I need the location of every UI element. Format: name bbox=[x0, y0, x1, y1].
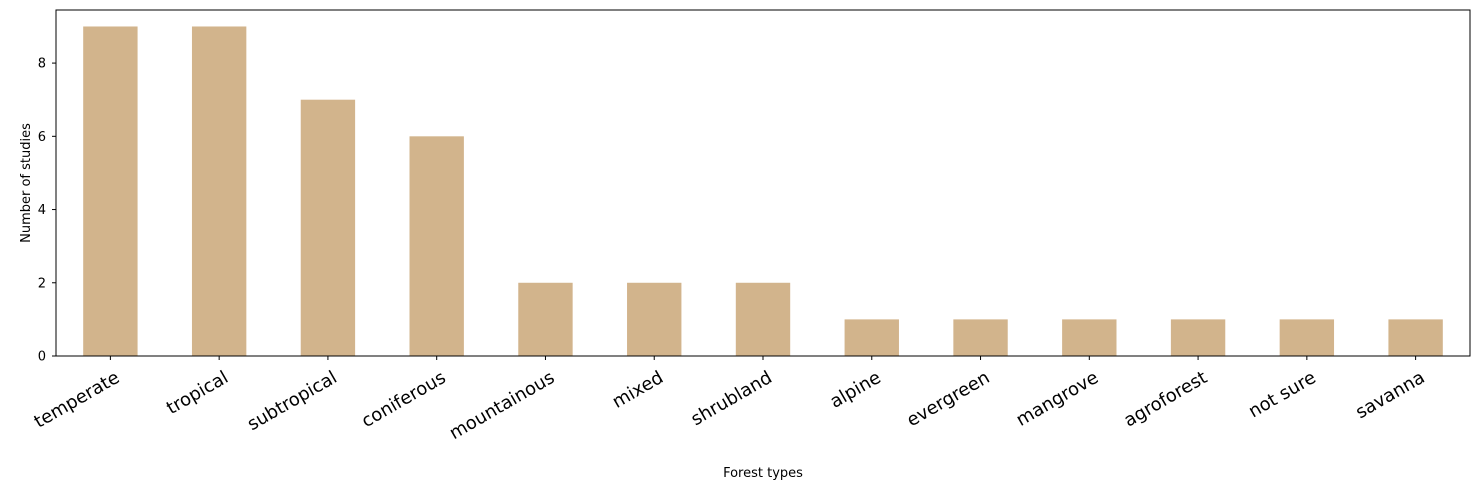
y-axis-label: Number of studies bbox=[19, 123, 34, 243]
bar bbox=[409, 136, 464, 356]
bar bbox=[300, 99, 356, 356]
x-tick-label: agroforest bbox=[1120, 367, 1210, 431]
x-tick-label: tropical bbox=[163, 367, 232, 419]
x-tick-label: mixed bbox=[609, 367, 667, 413]
bar bbox=[735, 282, 791, 356]
x-tick-label: alpine bbox=[826, 367, 884, 413]
x-tick-label: mountainous bbox=[446, 367, 558, 444]
x-tick-label: mangrove bbox=[1013, 367, 1102, 431]
bar bbox=[1062, 319, 1117, 356]
y-tick-label: 6 bbox=[38, 130, 46, 145]
bar bbox=[1388, 319, 1443, 356]
x-axis-label: Forest types bbox=[723, 466, 803, 481]
y-tick-label: 4 bbox=[38, 203, 46, 218]
y-tick-label: 2 bbox=[38, 276, 46, 291]
y-tick-label: 8 bbox=[38, 57, 46, 72]
bar bbox=[953, 319, 1008, 356]
x-tick-label: temperate bbox=[31, 367, 124, 433]
bar bbox=[191, 26, 247, 356]
x-tick-label: evergreen bbox=[903, 367, 993, 431]
x-tick-label: not sure bbox=[1245, 367, 1320, 422]
bar bbox=[518, 282, 573, 356]
bar bbox=[83, 26, 138, 356]
bar bbox=[1170, 319, 1226, 356]
bar bbox=[844, 319, 899, 356]
bar bbox=[1279, 319, 1335, 356]
plot-frame bbox=[55, 9, 1471, 357]
bar bbox=[627, 282, 682, 356]
x-tick-label: coniferous bbox=[358, 367, 450, 432]
y-tick-label: 0 bbox=[38, 350, 46, 365]
x-tick-label: subtropical bbox=[244, 367, 341, 435]
x-tick-label: savanna bbox=[1352, 367, 1428, 423]
x-tick-label: shrubland bbox=[687, 367, 775, 430]
